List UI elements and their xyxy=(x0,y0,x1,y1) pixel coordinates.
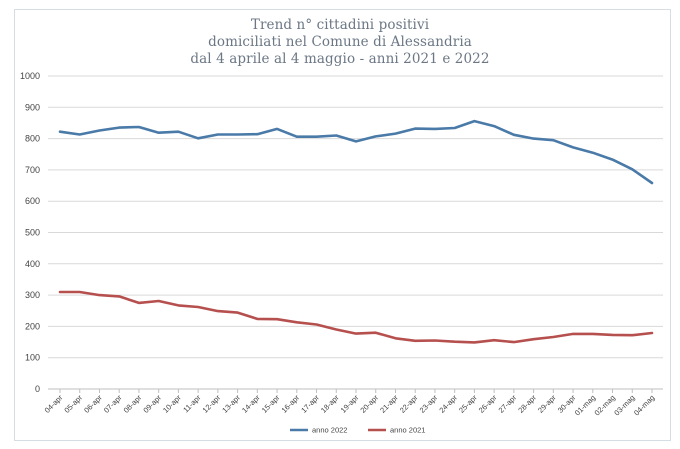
series-line-0 xyxy=(58,119,654,185)
x-tick-label: 09-apr xyxy=(141,393,163,415)
chart-title-line-2: domiciliati nel Comune di Alessandria xyxy=(208,34,472,50)
x-tick-label: 22-apr xyxy=(398,393,420,415)
x-tick-label: 20-apr xyxy=(358,393,380,415)
legend-label-0: anno 2022 xyxy=(312,426,347,435)
y-tick-label: 700 xyxy=(25,165,40,175)
x-tick-label: 07-apr xyxy=(102,393,124,415)
x-tick-label: 23-apr xyxy=(418,393,440,415)
x-tick-label: 06-apr xyxy=(82,393,104,415)
y-tick-label: 500 xyxy=(25,228,40,238)
x-tick-label: 24-apr xyxy=(437,393,459,415)
x-tick-label: 05-apr xyxy=(62,393,84,415)
x-tick-label: 13-apr xyxy=(220,393,242,415)
x-tick-label: 18-apr xyxy=(319,393,341,415)
chart-frame xyxy=(14,9,671,441)
y-tick-label: 100 xyxy=(25,353,40,363)
x-tick-label: 16-apr xyxy=(280,393,302,415)
x-tick-label: 27-apr xyxy=(497,393,519,415)
x-tick-label: 28-apr xyxy=(516,393,538,415)
x-tick-label: 26-apr xyxy=(477,393,499,415)
y-tick-label: 200 xyxy=(25,321,40,331)
x-tick-label: 10-apr xyxy=(161,393,183,415)
x-tick-label: 25-apr xyxy=(457,393,479,415)
legend-label-1: anno 2021 xyxy=(390,426,425,435)
x-tick-label: 08-apr xyxy=(122,393,144,415)
x-tick-label: 21-apr xyxy=(378,393,400,415)
x-tick-label: 12-apr xyxy=(201,393,223,415)
x-tick-label: 02-mag xyxy=(593,393,617,417)
x-tick-label: 11-apr xyxy=(181,393,203,415)
chart-title-line-3: dal 4 aprile al 4 maggio - anni 2021 e 2… xyxy=(190,51,490,67)
x-tick-label: 14-apr xyxy=(240,393,262,415)
x-tick-label: 04-mag xyxy=(632,393,656,417)
x-tick-label: 15-apr xyxy=(260,393,282,415)
x-tick-label: 19-apr xyxy=(339,393,361,415)
y-tick-label: 800 xyxy=(25,134,40,144)
x-tick-label: 29-apr xyxy=(536,393,558,415)
chart-title-line-1: Trend n° cittadini positivi xyxy=(250,17,430,33)
y-tick-label: 0 xyxy=(35,384,40,394)
x-tick-label: 01-mag xyxy=(573,393,597,417)
series-line-1 xyxy=(58,290,654,344)
y-tick-label: 400 xyxy=(25,259,40,269)
x-tick-label: 03-mag xyxy=(612,393,636,417)
x-tick-label: 04-apr xyxy=(43,393,65,415)
y-tick-label: 300 xyxy=(25,290,40,300)
y-tick-label: 900 xyxy=(25,102,40,112)
y-tick-label: 600 xyxy=(25,196,40,206)
y-tick-label: 1000 xyxy=(20,71,40,81)
x-tick-label: 17-apr xyxy=(299,393,321,415)
